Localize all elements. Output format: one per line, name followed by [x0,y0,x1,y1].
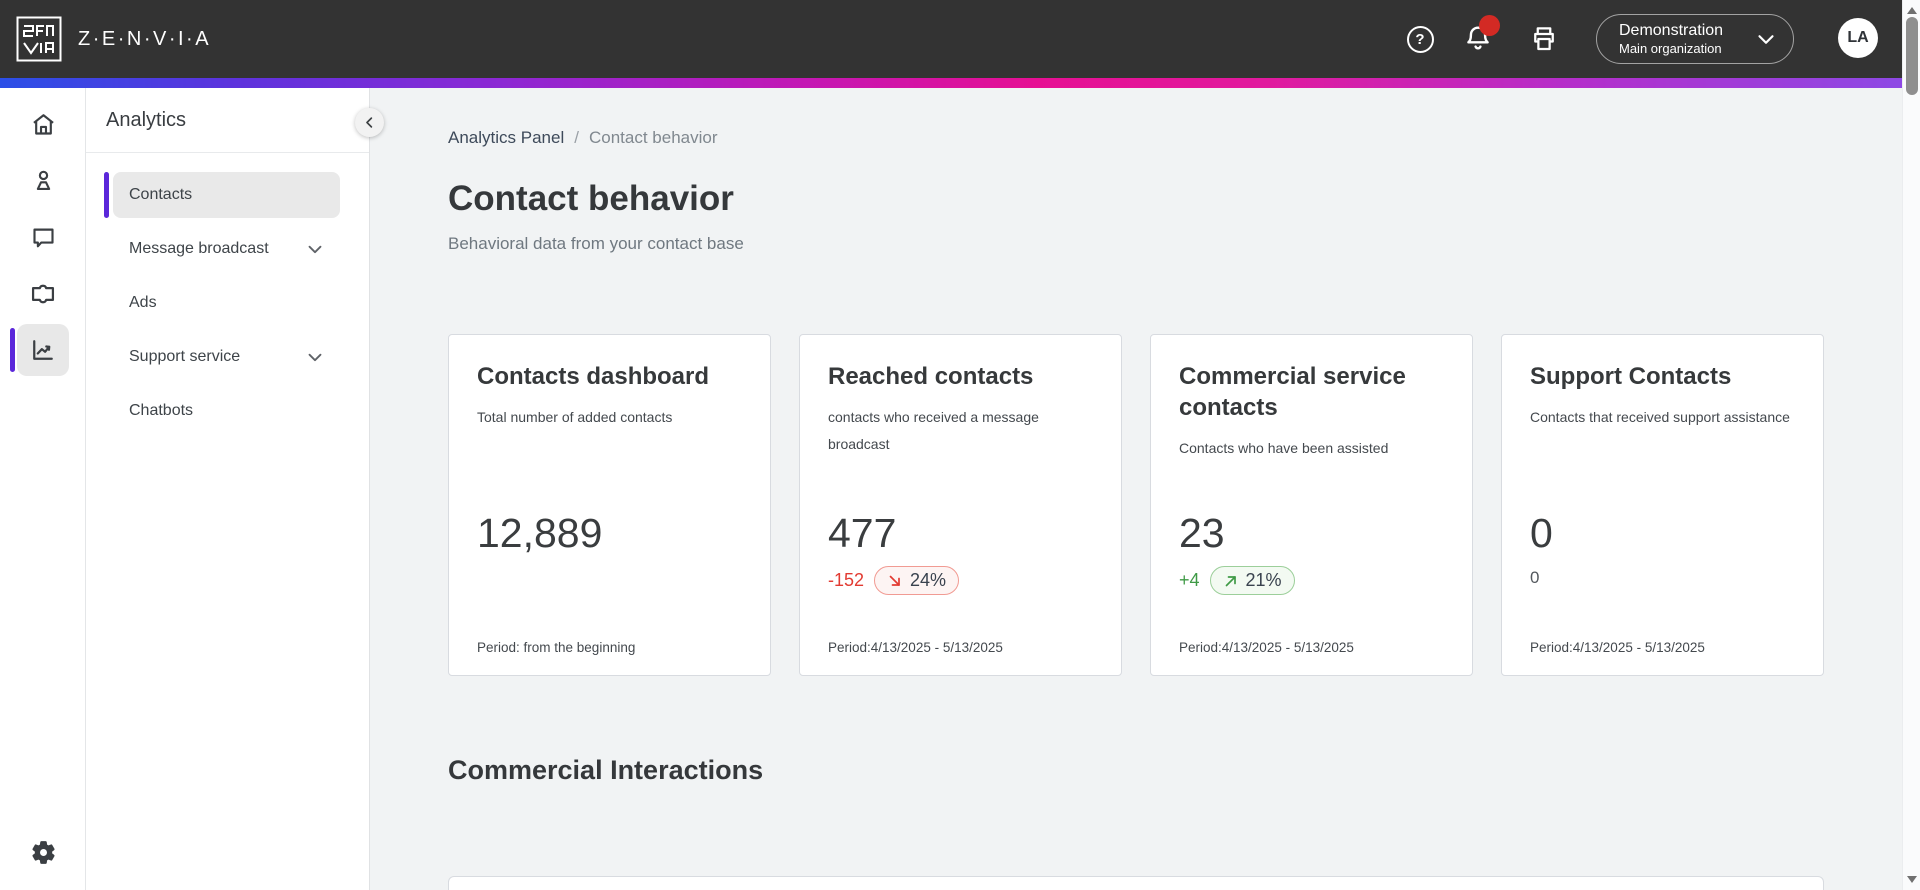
printer-icon [1534,27,1554,51]
icon-rail [0,88,86,890]
card-reached-contacts: Reached contacts contacts who received a… [799,334,1122,676]
trend-percent: 24% [910,570,947,591]
collapse-panel-button[interactable] [355,108,384,137]
org-switcher[interactable]: Demonstration Main organization [1596,14,1794,64]
menu-item-support-service[interactable]: Support service [113,334,340,380]
person-icon [36,170,50,190]
breadcrumb: Analytics Panel / Contact behavior [448,128,1824,148]
chevron-down-icon [308,353,322,362]
card-title: Reached contacts [828,363,1034,390]
card-commercial-service-contacts: Commercial service contacts Contacts who… [1150,334,1473,676]
panel-menu: Contacts Message broadcast Ads Support s… [86,153,369,434]
scroll-down-arrow[interactable] [1907,876,1917,883]
help-icon: ? [1406,25,1434,53]
commercial-interactions-card-partial [448,876,1824,890]
scrollbar-thumb[interactable] [1906,17,1918,95]
nav-tickets[interactable] [19,270,67,318]
trend-down-icon [889,575,900,586]
card-value: 12,889 [477,510,603,556]
nav-contacts[interactable] [19,156,67,204]
kpi-cards-row: Contacts dashboard Total number of added… [448,334,1824,676]
page-title: Contact behavior [448,179,734,218]
card-value: 23 [1179,510,1225,556]
panel-title: Analytics [106,108,187,131]
chat-icon [32,228,54,247]
line-chart-icon [33,340,53,360]
card-title: Support Contacts [1530,363,1732,390]
card-title: Commercial service contacts [1179,363,1406,422]
page-subtitle: Behavioral data from your contact base [448,234,744,253]
card-secondary-value: 0 [1530,568,1540,588]
menu-item-ads[interactable]: Ads [113,280,340,326]
menu-item-label: Contacts [129,186,193,203]
nav-settings[interactable] [19,828,67,876]
analytics-panel: Analytics Contacts Message broadcast Ads… [86,88,370,890]
breadcrumb-current: Contact behavior [588,128,718,147]
zenvia-logo-icon[interactable] [16,16,62,62]
card-description: Total number of added contacts [477,409,673,426]
user-avatar[interactable]: LA [1838,18,1878,58]
card-contacts-dashboard: Contacts dashboard Total number of added… [448,334,771,676]
menu-item-message-broadcast[interactable]: Message broadcast [113,226,340,272]
chevron-down-icon [308,245,322,254]
card-period: Period:4/13/2025 - 5/13/2025 [1179,640,1354,655]
main-content: Analytics Panel / Contact behavior Conta… [370,88,1902,890]
card-value: 477 [828,510,897,556]
active-rail-indicator [10,328,15,372]
card-title: Contacts dashboard [477,363,710,390]
card-description: contacts who received a message broadcas… [828,409,1039,453]
nav-home[interactable] [19,100,67,148]
home-icon [32,113,54,135]
trend-pill: 24% [874,566,960,596]
scroll-up-arrow[interactable] [1907,7,1917,14]
chevron-left-icon [366,117,373,128]
breadcrumb-analytics-panel[interactable]: Analytics Panel [448,128,565,147]
delta-value: +4 [1179,570,1200,591]
card-support-contacts: Support Contacts Contacts that received … [1501,334,1824,676]
card-period: Period:4/13/2025 - 5/13/2025 [1530,640,1705,655]
card-period: Period:4/13/2025 - 5/13/2025 [828,640,1003,655]
menu-item-label: Support service [129,348,241,365]
print-button[interactable] [1524,0,1564,78]
card-description: Contacts who have been assisted [1179,440,1389,457]
breadcrumb-separator: / [574,128,579,147]
ticket-icon [31,284,55,304]
card-description: Contacts that received support assistanc… [1530,409,1790,426]
help-button[interactable]: ? [1402,0,1438,78]
menu-item-label: Ads [129,294,157,311]
section-title-commercial-interactions: Commercial Interactions [448,755,764,785]
org-subtitle: Main organization [1619,41,1722,56]
chevron-down-icon [1758,35,1774,44]
delta-value: -152 [828,570,865,591]
trend-up-icon [1225,575,1236,586]
menu-item-label: Message broadcast [129,240,269,257]
menu-item-chatbots[interactable]: Chatbots [113,388,340,434]
trend-pill: 21% [1209,566,1295,596]
notification-badge [1479,15,1500,36]
gear-icon [31,840,55,864]
card-period: Period: from the beginning [477,640,636,655]
menu-item-label: Chatbots [129,402,194,419]
card-value: 0 [1530,510,1553,556]
notifications-button[interactable] [1458,0,1500,78]
brand-wordmark: Z·E·N·V·I·A [78,27,212,50]
nav-conversations[interactable] [19,213,67,261]
vertical-scrollbar[interactable] [1902,0,1920,890]
top-bar: Z·E·N·V·I·A ? Demonstration Main organiz… [0,0,1920,78]
nav-analytics[interactable] [17,324,69,376]
accent-gradient-bar [0,78,1920,88]
trend-percent: 21% [1245,570,1282,591]
menu-item-contacts[interactable]: Contacts [104,172,340,218]
org-name: Demonstration [1619,22,1724,39]
